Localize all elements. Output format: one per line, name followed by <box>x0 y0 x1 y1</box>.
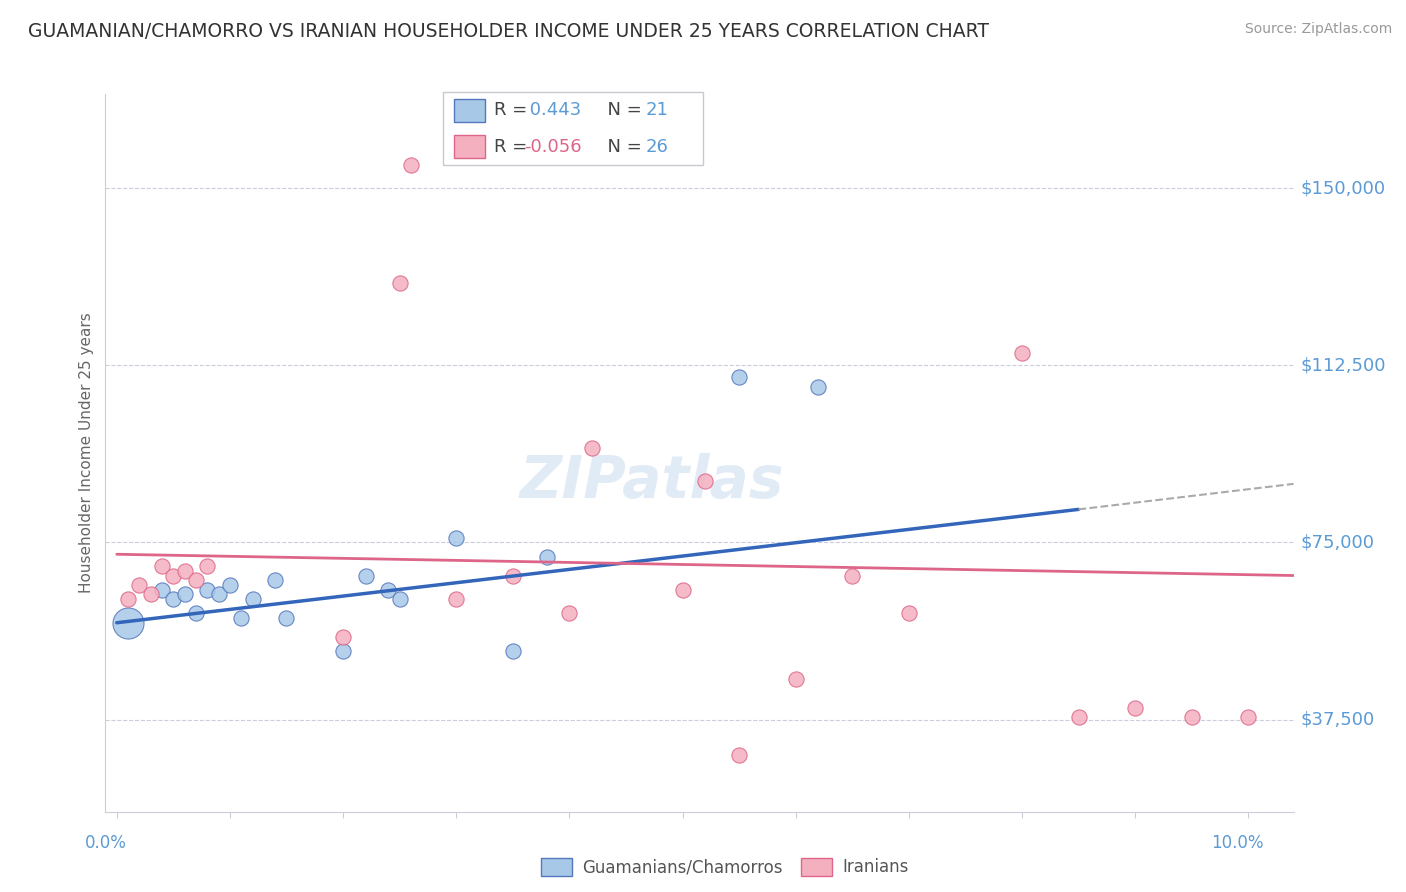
Text: N =: N = <box>596 137 648 156</box>
Text: 0.0%: 0.0% <box>84 834 127 852</box>
Point <box>231 611 253 625</box>
Point <box>897 607 920 621</box>
Point <box>184 607 207 621</box>
Point <box>173 587 195 601</box>
Point <box>399 157 422 171</box>
Point <box>1237 710 1260 724</box>
Text: 26: 26 <box>645 137 668 156</box>
Point <box>139 587 162 601</box>
Text: N =: N = <box>596 101 648 120</box>
Point <box>841 568 863 582</box>
Point <box>388 592 411 607</box>
Point <box>276 611 298 625</box>
Point <box>207 587 229 601</box>
Point <box>1123 700 1146 714</box>
Text: ZIPatlas: ZIPatlas <box>520 453 785 510</box>
Point <box>117 592 139 607</box>
Point <box>1011 346 1033 360</box>
Point <box>184 573 207 587</box>
Point <box>558 607 581 621</box>
Point <box>117 615 139 630</box>
Text: Source: ZipAtlas.com: Source: ZipAtlas.com <box>1244 22 1392 37</box>
Point <box>388 276 411 290</box>
Point <box>807 379 830 393</box>
Point <box>150 582 173 597</box>
Point <box>219 578 242 592</box>
Point <box>173 564 195 578</box>
Point <box>581 441 603 455</box>
Point <box>728 747 751 762</box>
Point <box>444 592 467 607</box>
Text: Iranians: Iranians <box>842 858 908 876</box>
Point <box>728 370 751 384</box>
Text: 0.443: 0.443 <box>524 101 582 120</box>
Point <box>150 559 173 574</box>
Text: 10.0%: 10.0% <box>1211 834 1263 852</box>
Point <box>1181 710 1204 724</box>
Point <box>536 549 558 564</box>
Point <box>444 531 467 545</box>
Point <box>1067 710 1090 724</box>
Point <box>264 573 287 587</box>
Point <box>502 644 524 658</box>
Point <box>242 592 264 607</box>
Text: Guamanians/Chamorros: Guamanians/Chamorros <box>582 858 783 876</box>
Point <box>502 568 524 582</box>
Text: $150,000: $150,000 <box>1301 179 1386 197</box>
Point <box>354 568 377 582</box>
Text: R =: R = <box>494 101 533 120</box>
Text: -0.056: -0.056 <box>524 137 582 156</box>
Text: GUAMANIAN/CHAMORRO VS IRANIAN HOUSEHOLDER INCOME UNDER 25 YEARS CORRELATION CHAR: GUAMANIAN/CHAMORRO VS IRANIAN HOUSEHOLDE… <box>28 22 988 41</box>
Point <box>162 568 184 582</box>
Point <box>195 559 218 574</box>
Point <box>332 630 354 644</box>
Text: $37,500: $37,500 <box>1301 711 1375 729</box>
Point <box>785 673 807 687</box>
Point <box>195 582 218 597</box>
Point <box>162 592 184 607</box>
Point <box>377 582 399 597</box>
Point <box>332 644 354 658</box>
Text: $112,500: $112,500 <box>1301 356 1386 375</box>
Text: $75,000: $75,000 <box>1301 533 1375 551</box>
Point <box>128 578 150 592</box>
Text: R =: R = <box>494 137 533 156</box>
Point <box>695 474 717 488</box>
Text: 21: 21 <box>645 101 668 120</box>
Point <box>671 582 693 597</box>
Y-axis label: Householder Income Under 25 years: Householder Income Under 25 years <box>79 312 94 593</box>
